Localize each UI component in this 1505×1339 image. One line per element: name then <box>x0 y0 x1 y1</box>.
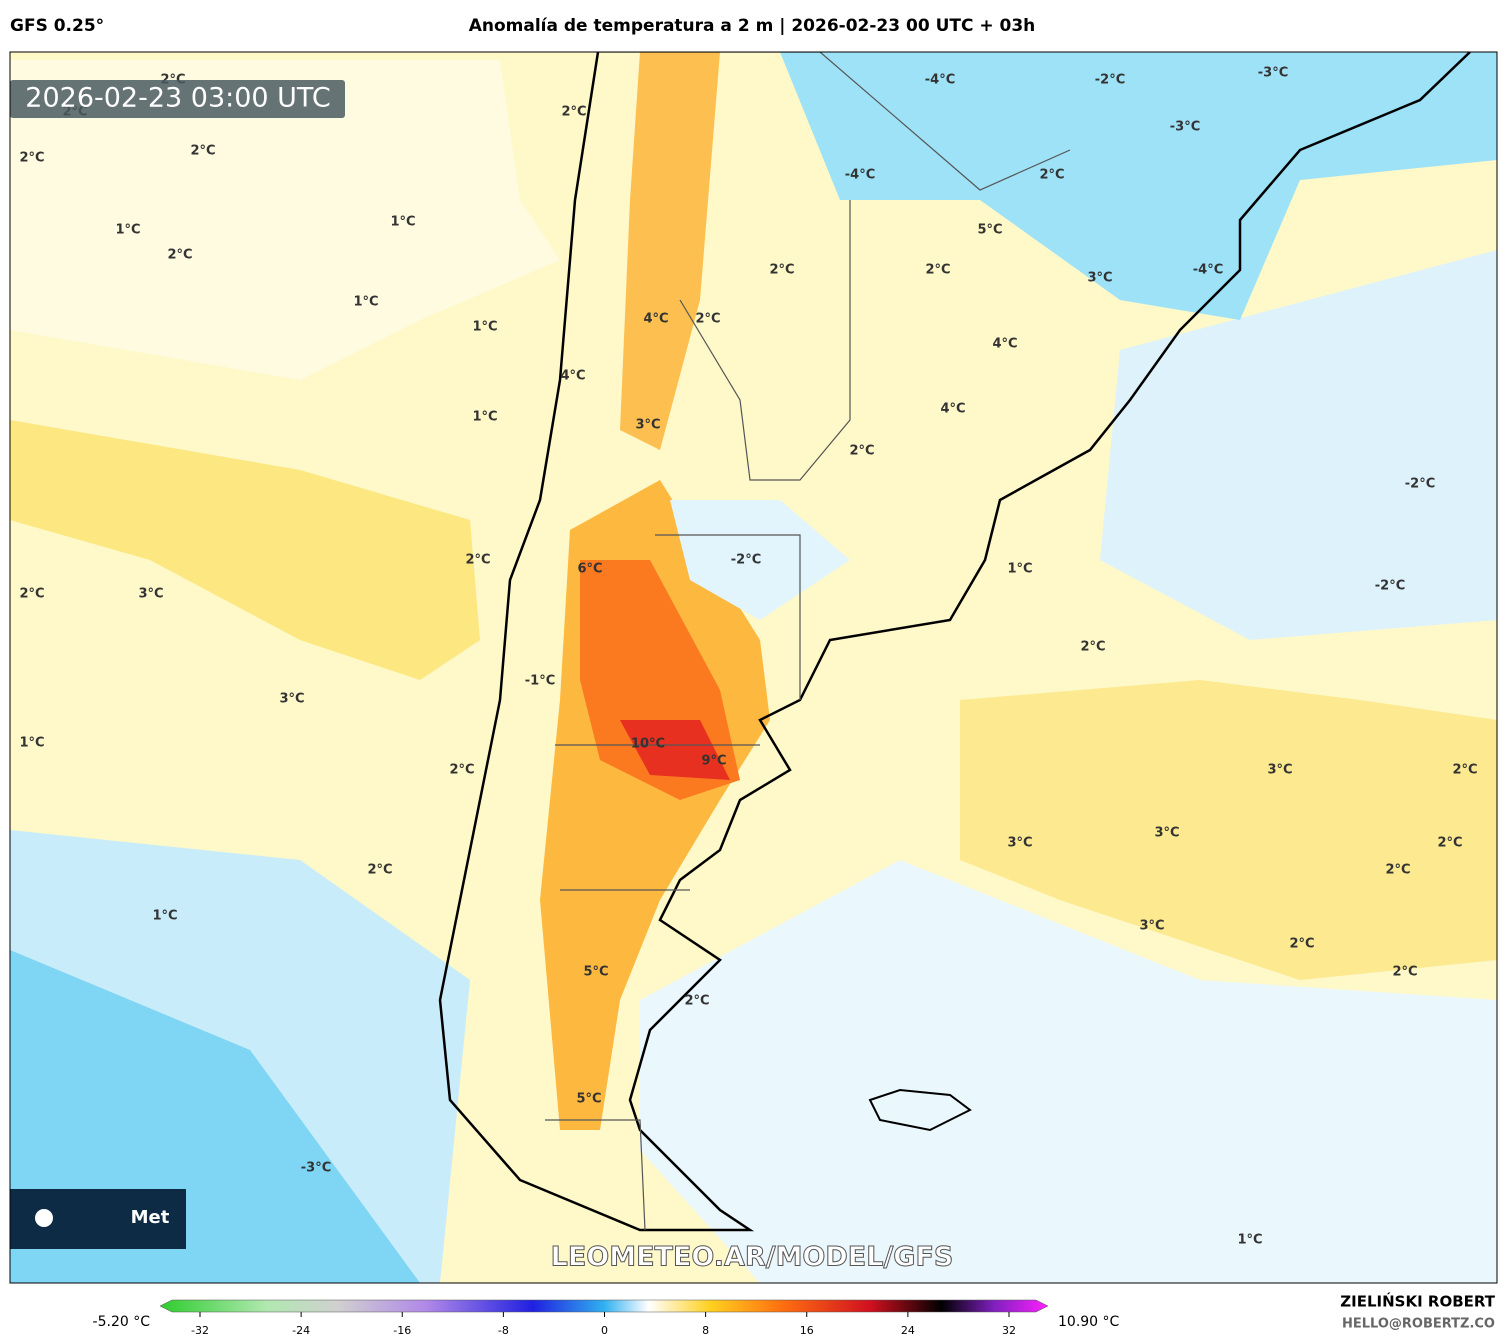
contour-label: 1°C <box>353 295 378 310</box>
contour-label: 2°C <box>449 763 474 778</box>
contour-label: 2°C <box>19 587 44 602</box>
contour-label: -1°C <box>525 674 555 689</box>
colorbar-min: -5.20 °C <box>93 1314 151 1330</box>
colorbar-tick-label: 32 <box>1002 1324 1016 1337</box>
contour-label: 1°C <box>152 909 177 924</box>
contour-labels: 2°C 2°C 2°C 2°C 2°C 1°C 2°C 1°C 1°C 1°C 1°C -4°C -2°… <box>19 66 1477 1248</box>
contour-label: 5°C <box>977 223 1002 238</box>
contour-label: 4°C <box>992 337 1017 352</box>
contour-label: 3°C <box>279 692 304 707</box>
contour-label: -2°C <box>1095 73 1125 88</box>
contour-label: 2°C <box>465 553 490 568</box>
contour-label: 2°C <box>695 312 720 327</box>
model-name: GFS 0.25° <box>10 16 104 36</box>
field <box>780 52 1497 320</box>
contour-label: 3°C <box>1087 271 1112 286</box>
colorbar-ticks: -32 -24 -16 -8 0 8 16 24 32 <box>191 1312 1016 1337</box>
contour-label: 3°C <box>138 587 163 602</box>
contour-label: -4°C <box>1193 263 1223 278</box>
contour-label: 9°C <box>701 754 726 769</box>
contour-label: 2°C <box>1289 937 1314 952</box>
contour-label: 5°C <box>576 1092 601 1107</box>
contour-label: 2°C <box>1039 168 1064 183</box>
timestamp-box <box>10 80 345 118</box>
contour-label: 2°C <box>167 248 192 263</box>
timestamp: 2026-02-23 03:00 UTC <box>25 83 330 114</box>
map: 2°C 2°C 2°C 2°C 2°C 1°C 2°C 1°C 1°C 1°C 1°C -4°C -2°… <box>10 52 1497 1283</box>
contour-label: 1°C <box>472 410 497 425</box>
contour-label: -2°C <box>1405 477 1435 492</box>
author: ZIELIŃSKI ROBERT <box>1340 1292 1495 1311</box>
contour-label: -2°C <box>731 553 761 568</box>
contour-label: 1°C <box>19 736 44 751</box>
contour-label: 3°C <box>1007 836 1032 851</box>
colorbar <box>159 1299 1049 1313</box>
contact: HELLO@ROBERTZ.CO <box>1342 1317 1495 1332</box>
map-frame <box>9 51 1498 1284</box>
contour-label: 4°C <box>940 402 965 417</box>
field <box>620 52 720 450</box>
contour-label: 2°C <box>925 263 950 278</box>
contour-label: 3°C <box>1139 919 1164 934</box>
colorbar-tick-label: -32 <box>191 1324 209 1337</box>
colorbar-max: 10.90 °C <box>1058 1314 1120 1330</box>
colorbar-tick-label: -8 <box>498 1324 509 1337</box>
contour-label: 2°C <box>19 151 44 166</box>
contour-label: 5°C <box>583 965 608 980</box>
contour-label: 1°C <box>1237 1233 1262 1248</box>
colorbar-tick-label: 16 <box>800 1324 814 1337</box>
field <box>10 420 480 680</box>
contour-label: 6°C <box>577 562 602 577</box>
colorbar-tick-label: -24 <box>292 1324 310 1337</box>
field <box>10 60 560 380</box>
contour-label: 2°C <box>1392 965 1417 980</box>
contour-label: -3°C <box>1258 66 1288 81</box>
field <box>960 680 1497 980</box>
contour-label: 3°C <box>1154 826 1179 841</box>
field <box>620 720 730 780</box>
contour-label: 2°C <box>367 863 392 878</box>
contour-label: -4°C <box>925 73 955 88</box>
colorbar-tick-label: -16 <box>393 1324 411 1337</box>
contour-label: 1°C <box>390 215 415 230</box>
contour-label: 2°C <box>561 105 586 120</box>
contour-label: 2°C <box>1452 763 1477 778</box>
contour-label: 2°C <box>769 263 794 278</box>
contour-label: 3°C <box>635 418 660 433</box>
contour-label: -3°C <box>1170 120 1200 135</box>
contour-label: 10°C <box>631 737 665 752</box>
colorbar-tick-label: 24 <box>901 1324 915 1337</box>
contour-label: 2°C <box>1385 863 1410 878</box>
contour-label: -4°C <box>845 168 875 183</box>
contour-label: 4°C <box>643 312 668 327</box>
borders <box>545 52 1071 1231</box>
contour-label: 1°C <box>1007 562 1032 577</box>
field <box>640 860 1497 1283</box>
contour-label: 3°C <box>1267 763 1292 778</box>
contour-label: 2°C <box>849 444 874 459</box>
coastline <box>438 52 1471 1232</box>
contour-label: 2°C <box>1080 640 1105 655</box>
contour-label: 2°C <box>684 994 709 1009</box>
contour-label: 1°C <box>472 320 497 335</box>
field <box>670 500 850 620</box>
field <box>1100 250 1497 640</box>
island <box>868 1088 972 1132</box>
contour-label: 1°C <box>115 223 140 238</box>
watermark: LEOMETEO.AR/MODEL/GFS <box>551 1242 954 1273</box>
contour-label: 2°C <box>1437 836 1462 851</box>
colorbar-tick-label: 0 <box>601 1324 608 1337</box>
logo-text: Met <box>131 1207 170 1228</box>
colorbar-tick-label: 8 <box>702 1324 709 1337</box>
contour-label: 2°C <box>190 144 215 159</box>
contour-label: -3°C <box>301 1161 331 1176</box>
contour-label: 4°C <box>560 369 585 384</box>
logo-icon <box>35 1209 53 1227</box>
contour-label: -2°C <box>1375 579 1405 594</box>
title: Anomalía de temperatura a 2 m | 2026-02-… <box>469 16 1036 36</box>
